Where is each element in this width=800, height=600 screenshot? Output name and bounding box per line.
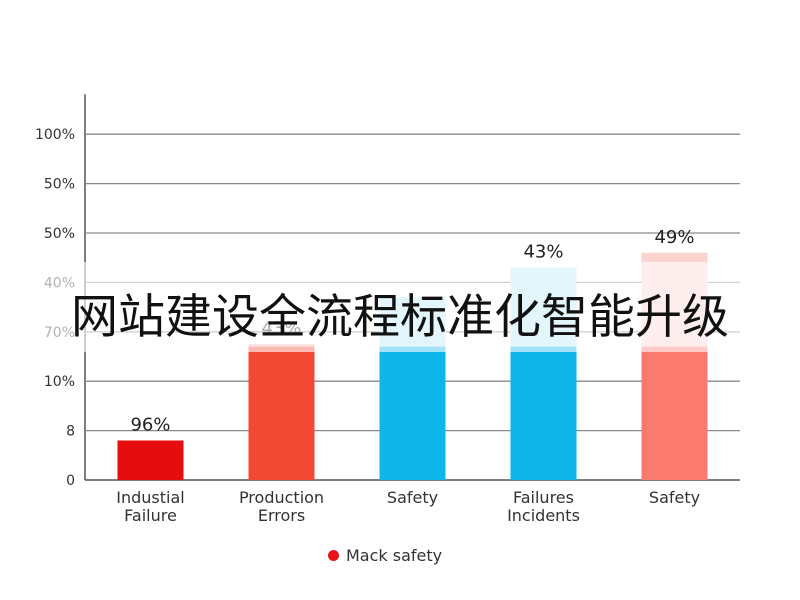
data-label: 49% bbox=[654, 227, 694, 248]
data-label: 43% bbox=[523, 242, 563, 263]
bar bbox=[117, 440, 184, 480]
bar bbox=[641, 346, 708, 480]
x-tick-label: Industial bbox=[116, 488, 184, 507]
x-tick-label: Safety bbox=[649, 488, 700, 507]
y-tick-label: 0 bbox=[66, 473, 75, 489]
data-label: 96% bbox=[130, 414, 170, 435]
y-tick-label: 8 bbox=[66, 424, 75, 440]
legend-swatch bbox=[328, 550, 339, 561]
x-tick-label: Failures bbox=[513, 488, 574, 507]
y-tick-label: 10% bbox=[44, 374, 75, 390]
x-tick-label: Safety bbox=[387, 488, 438, 507]
x-tick-label: Incidents bbox=[507, 506, 580, 525]
x-tick-label: Failure bbox=[124, 506, 177, 525]
y-tick-label: 50% bbox=[44, 177, 75, 193]
y-tick-label: 50% bbox=[44, 226, 75, 242]
y-tick-label: 100% bbox=[35, 127, 75, 143]
x-tick-label: Errors bbox=[258, 506, 305, 525]
bar bbox=[379, 346, 446, 480]
x-tick-label: Production bbox=[239, 488, 324, 507]
legend-label: Mack safety bbox=[346, 546, 443, 565]
overlay-band bbox=[0, 262, 800, 352]
bar bbox=[248, 346, 315, 480]
overlay-title: 网站建设全流程标准化智能升级 bbox=[71, 290, 729, 345]
legend: Mack safety bbox=[328, 546, 442, 565]
bar bbox=[510, 346, 577, 480]
